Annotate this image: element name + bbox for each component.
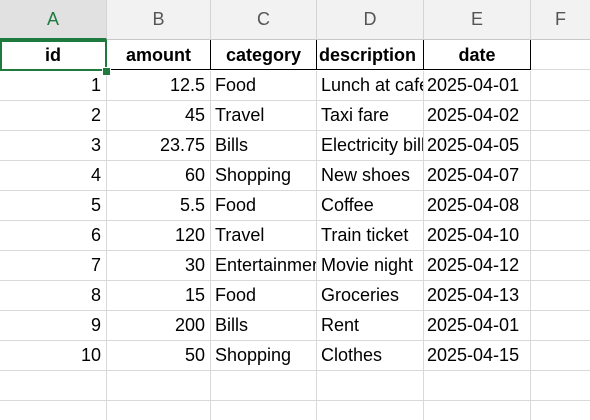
cell-description[interactable]: Taxi fare bbox=[317, 101, 424, 130]
cell-date[interactable]: 2025-04-01 bbox=[424, 311, 531, 340]
column-header-f[interactable]: F bbox=[531, 0, 590, 40]
cell-date[interactable]: 2025-04-02 bbox=[424, 101, 531, 130]
cell-id[interactable]: 3 bbox=[0, 131, 107, 160]
empty-cell[interactable] bbox=[531, 131, 590, 160]
cell-description[interactable]: Train ticket bbox=[317, 221, 424, 250]
cell-amount[interactable]: 12.5 bbox=[107, 71, 211, 100]
empty-cell[interactable] bbox=[531, 101, 590, 130]
table-row: 8 15 Food Groceries 2025-04-13 bbox=[0, 281, 590, 311]
cell-date[interactable]: 2025-04-07 bbox=[424, 161, 531, 190]
cell-id[interactable]: 5 bbox=[0, 191, 107, 220]
table-row: 4 60 Shopping New shoes 2025-04-07 bbox=[0, 161, 590, 191]
table-row: 10 50 Shopping Clothes 2025-04-15 bbox=[0, 341, 590, 371]
header-cell-date[interactable]: date bbox=[424, 40, 531, 70]
cell-amount[interactable]: 120 bbox=[107, 221, 211, 250]
cell-amount[interactable]: 23.75 bbox=[107, 131, 211, 160]
empty-row bbox=[0, 371, 590, 401]
cell-category[interactable]: Food bbox=[211, 281, 317, 310]
cell-id[interactable]: 8 bbox=[0, 281, 107, 310]
empty-cell[interactable] bbox=[531, 161, 590, 190]
cell-category[interactable]: Shopping bbox=[211, 341, 317, 370]
cell-id[interactable]: 7 bbox=[0, 251, 107, 280]
header-cell-description[interactable]: description bbox=[317, 40, 424, 70]
table-row: 9 200 Bills Rent 2025-04-01 bbox=[0, 311, 590, 341]
cell-amount[interactable]: 60 bbox=[107, 161, 211, 190]
cell-description[interactable]: Electricity bill bbox=[317, 131, 424, 160]
cell-category[interactable]: Travel bbox=[211, 101, 317, 130]
cell-description[interactable]: Coffee bbox=[317, 191, 424, 220]
table-row: 7 30 Entertainment Movie night 2025-04-1… bbox=[0, 251, 590, 281]
cell-amount[interactable]: 5.5 bbox=[107, 191, 211, 220]
cell-id[interactable]: 1 bbox=[0, 71, 107, 100]
empty-cell[interactable] bbox=[531, 371, 590, 400]
cell-category[interactable]: Bills bbox=[211, 131, 317, 160]
table-header-row: id amount category description date bbox=[0, 40, 590, 70]
empty-cell[interactable] bbox=[0, 371, 107, 400]
cell-description[interactable]: Movie night bbox=[317, 251, 424, 280]
cell-date[interactable]: 2025-04-10 bbox=[424, 221, 531, 250]
cell-amount[interactable]: 30 bbox=[107, 251, 211, 280]
empty-cell[interactable] bbox=[317, 371, 424, 400]
cell-amount[interactable]: 45 bbox=[107, 101, 211, 130]
cell-description[interactable]: New shoes bbox=[317, 161, 424, 190]
cell-category[interactable]: Shopping bbox=[211, 161, 317, 190]
table-row: 1 12.5 Food Lunch at cafe 2025-04-01 bbox=[0, 71, 590, 101]
cell-id[interactable]: 4 bbox=[0, 161, 107, 190]
empty-cell[interactable] bbox=[531, 341, 590, 370]
cell-category[interactable]: Food bbox=[211, 191, 317, 220]
cell-date[interactable]: 2025-04-15 bbox=[424, 341, 531, 370]
empty-cell[interactable] bbox=[107, 371, 211, 400]
table-row: 6 120 Travel Train ticket 2025-04-10 bbox=[0, 221, 590, 251]
cell-id[interactable]: 6 bbox=[0, 221, 107, 250]
cell-description[interactable]: Lunch at cafe bbox=[317, 71, 424, 100]
fill-handle[interactable] bbox=[102, 67, 111, 76]
header-cell-category[interactable]: category bbox=[211, 40, 317, 70]
table-row: 5 5.5 Food Coffee 2025-04-08 bbox=[0, 191, 590, 221]
empty-cell[interactable] bbox=[531, 40, 590, 69]
empty-cell[interactable] bbox=[424, 401, 531, 420]
empty-cell[interactable] bbox=[531, 71, 590, 100]
empty-cell[interactable] bbox=[531, 221, 590, 250]
header-cell-id[interactable]: id bbox=[0, 40, 107, 70]
empty-cell[interactable] bbox=[531, 281, 590, 310]
empty-cell[interactable] bbox=[531, 251, 590, 280]
cell-amount[interactable]: 50 bbox=[107, 341, 211, 370]
empty-cell[interactable] bbox=[424, 371, 531, 400]
column-header-e[interactable]: E bbox=[424, 0, 531, 40]
empty-cell[interactable] bbox=[0, 401, 107, 420]
column-header-b[interactable]: B bbox=[107, 0, 211, 40]
cell-description[interactable]: Rent bbox=[317, 311, 424, 340]
cell-description[interactable]: Clothes bbox=[317, 341, 424, 370]
empty-cell[interactable] bbox=[531, 191, 590, 220]
cell-id[interactable]: 2 bbox=[0, 101, 107, 130]
column-header-d[interactable]: D bbox=[317, 0, 424, 40]
cell-amount[interactable]: 200 bbox=[107, 311, 211, 340]
empty-cell[interactable] bbox=[531, 401, 590, 420]
table-row: 2 45 Travel Taxi fare 2025-04-02 bbox=[0, 101, 590, 131]
column-header-a[interactable]: A bbox=[0, 0, 107, 40]
cell-category[interactable]: Travel bbox=[211, 221, 317, 250]
cell-description[interactable]: Groceries bbox=[317, 281, 424, 310]
cell-date[interactable]: 2025-04-08 bbox=[424, 191, 531, 220]
cell-amount[interactable]: 15 bbox=[107, 281, 211, 310]
empty-cell[interactable] bbox=[107, 401, 211, 420]
cell-date[interactable]: 2025-04-12 bbox=[424, 251, 531, 280]
empty-cell[interactable] bbox=[531, 311, 590, 340]
cell-category[interactable]: Bills bbox=[211, 311, 317, 340]
cell-id[interactable]: 10 bbox=[0, 341, 107, 370]
empty-cell[interactable] bbox=[211, 401, 317, 420]
cell-date[interactable]: 2025-04-13 bbox=[424, 281, 531, 310]
empty-cell[interactable] bbox=[317, 401, 424, 420]
cell-date[interactable]: 2025-04-05 bbox=[424, 131, 531, 160]
header-cell-amount[interactable]: amount bbox=[107, 40, 211, 70]
cell-category[interactable]: Food bbox=[211, 71, 317, 100]
column-header-c[interactable]: C bbox=[211, 0, 317, 40]
empty-cell[interactable] bbox=[211, 371, 317, 400]
cell-date[interactable]: 2025-04-01 bbox=[424, 71, 531, 100]
cell-id[interactable]: 9 bbox=[0, 311, 107, 340]
empty-row bbox=[0, 401, 590, 420]
table-row: 3 23.75 Bills Electricity bill 2025-04-0… bbox=[0, 131, 590, 161]
cell-category[interactable]: Entertainment bbox=[211, 251, 317, 280]
